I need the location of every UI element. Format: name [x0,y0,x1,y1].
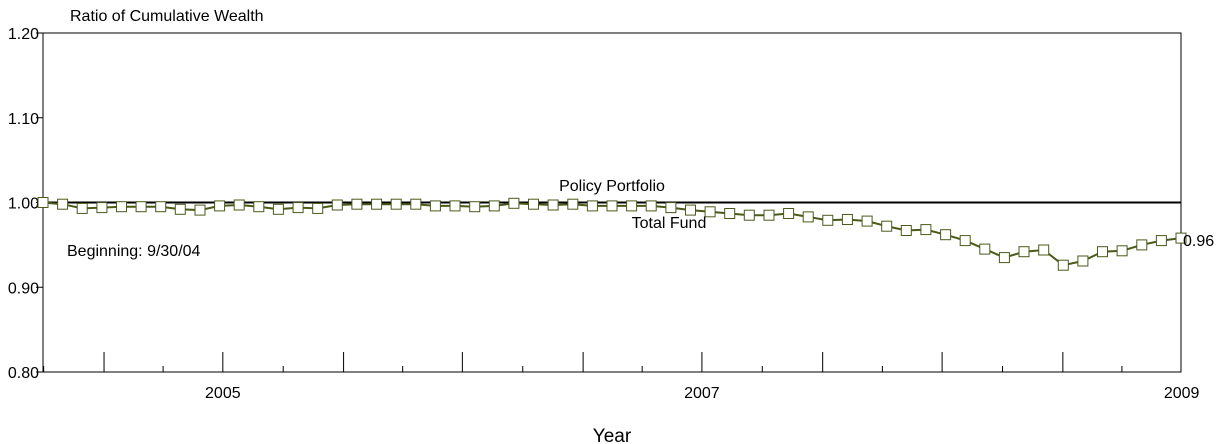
y-tick-label: 1.20 [8,26,39,43]
total-fund-marker [743,209,755,221]
total-fund-marker [253,201,265,213]
total-fund-marker [645,200,657,212]
total-fund-marker [900,225,912,236]
total-fund-line [42,201,1182,267]
total-fund-marker [135,201,147,213]
total-fund-marker [567,198,579,210]
total-fund-marker [469,201,481,213]
total-fund-marker [783,208,795,219]
y-tick-label: 0.80 [8,365,39,382]
total-fund-marker [508,197,520,209]
total-fund-marker [586,200,598,212]
total-fund-marker [76,202,88,214]
ending-value-label: 0.96 [1183,233,1214,250]
total-fund-marker [763,209,775,221]
total-fund-marker [292,202,304,214]
total-fund-marker [390,198,402,210]
total-fund-marker [1018,246,1030,258]
total-fund-marker [57,198,69,210]
total-fund-marker [940,229,952,241]
total-fund-marker [724,208,736,219]
total-fund-marker [214,200,226,212]
y-tick-label: 0.90 [8,280,39,297]
total-fund-marker [665,202,677,214]
total-fund-marker [606,200,618,212]
y-axis: 0.80 0.90 1.00 1.10 1.20 [8,26,43,382]
total-fund-marker [861,215,873,227]
total-fund-marker [528,198,539,210]
x-axis: 2005 2007 2009 [43,352,1200,402]
x-tick-label: 2007 [684,385,720,402]
total-fund-marker [155,201,167,213]
total-fund-marker [626,200,638,212]
total-fund-marker [979,243,991,255]
total-fund-marker [429,200,441,212]
total-fund-marker [1136,239,1148,251]
total-fund-marker [96,202,108,214]
total-fund-marker [351,198,363,210]
policy-portfolio-label: Policy Portfolio [559,178,665,195]
total-fund-marker [116,201,127,213]
total-fund-marker [1155,235,1167,247]
total-fund-marker [37,197,49,208]
total-fund-label: Total Fund [632,215,707,232]
total-fund-marker [1038,244,1050,256]
total-fund-marker [841,214,853,225]
total-fund-marker [174,203,186,215]
total-fund-marker [272,203,284,215]
x-tick-label: 2009 [1164,385,1200,402]
total-fund-marker [1116,245,1128,257]
total-fund-marker [802,211,814,223]
total-fund-marker [1057,259,1069,271]
total-fund-marker [1175,232,1187,244]
total-fund-marker [822,214,834,226]
total-fund-marker [920,224,932,236]
total-fund-marker [959,235,971,247]
y-tick-label: 1.00 [8,196,39,213]
total-fund-marker [998,252,1010,264]
total-fund-marker [488,200,500,212]
y-axis-title: Ratio of Cumulative Wealth [70,8,264,25]
beginning-date-annotation: Beginning: 9/30/04 [67,243,201,260]
total-fund-marker [331,199,343,211]
total-fund-marker [547,199,559,211]
series-layer [37,197,1187,271]
total-fund-marker [410,198,422,210]
x-axis-title: Year [593,426,632,444]
total-fund-marker [881,220,893,232]
total-fund-marker [371,198,383,210]
total-fund-marker [194,204,206,216]
y-tick-label: 1.10 [8,111,39,128]
total-fund-marker [233,199,245,211]
total-fund-marker [685,204,696,216]
total-fund-marker [449,200,461,212]
total-fund-marker [1077,255,1089,267]
total-fund-marker [312,202,324,214]
total-fund-marker [1097,246,1108,258]
x-tick-label: 2005 [205,385,241,402]
total-fund-marker [704,206,716,218]
